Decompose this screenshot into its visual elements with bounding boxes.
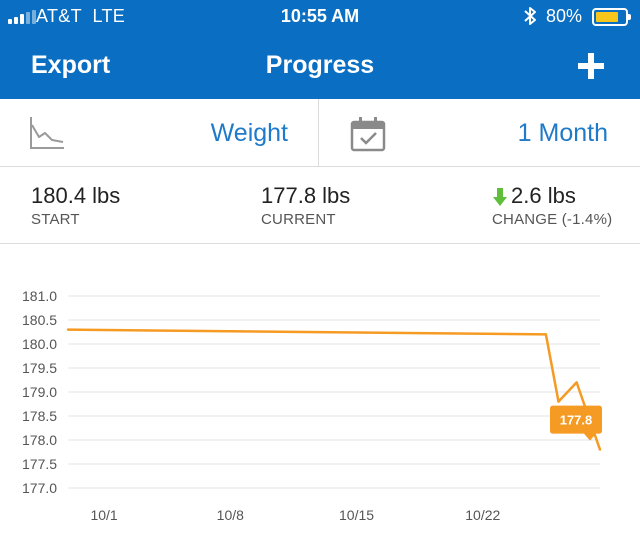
signal-strength-icon: [8, 10, 36, 24]
change-stat: 2.6 lbs CHANGE (-1.4%): [492, 183, 612, 228]
change-value: 2.6 lbs: [511, 183, 576, 208]
status-bar: AT&T LTE 10:55 AM 80%: [0, 0, 640, 34]
weight-series-line: [67, 328, 602, 451]
data-point: [598, 448, 602, 451]
range-label: 1 Month: [517, 119, 608, 147]
carrier-label: AT&T LTE: [36, 6, 125, 27]
stats-summary: 180.4 lbs START 177.8 lbs CURRENT 2.6 lb…: [0, 167, 640, 244]
current-label: CURRENT: [261, 211, 336, 228]
y-tick-label: 179.0: [22, 384, 57, 400]
x-tick-label: 10/15: [339, 507, 374, 523]
line-chart-icon: [30, 117, 64, 149]
app-header: AT&T LTE 10:55 AM 80% Export Progress: [0, 0, 640, 99]
metric-selector[interactable]: Weight: [0, 99, 318, 166]
weight-chart-svg: 181.0 180.5 180.0 179.5 179.0 178.5 178.0 177.5…: [22, 288, 602, 523]
value-callout-label: 177.8: [560, 413, 593, 428]
y-tick-label: 177.0: [22, 480, 57, 496]
data-point: [66, 328, 70, 331]
filter-bar: Weight 1 Month: [0, 99, 640, 167]
weight-chart: 181.0 180.5 180.0 179.5 179.0 178.5 178.0 177.5…: [0, 245, 640, 535]
change-row: 2.6 lbs: [492, 183, 612, 209]
down-arrow-icon: [493, 188, 507, 206]
status-time: 10:55 AM: [280, 6, 360, 26]
value-callout: [550, 405, 602, 441]
plus-icon[interactable]: [578, 53, 604, 79]
carrier-name: AT&T: [36, 6, 82, 26]
bluetooth-icon: [524, 7, 536, 25]
change-label: CHANGE (-1.4%): [492, 211, 613, 228]
battery-percent: 80%: [546, 6, 583, 26]
data-point: [575, 381, 578, 384]
y-tick-label: 180.0: [22, 336, 57, 352]
data-point: [557, 400, 560, 403]
y-tick-label: 178.5: [22, 408, 57, 424]
y-tick-label: 177.5: [22, 456, 57, 472]
start-stat: 180.4 lbs START: [31, 183, 120, 228]
y-tick-label: 181.0: [22, 288, 57, 304]
selector-divider: [318, 99, 319, 166]
x-tick-label: 10/8: [217, 507, 244, 523]
y-tick-label: 178.0: [22, 432, 57, 448]
network-type: LTE: [92, 6, 126, 26]
x-tick-label: 10/1: [90, 507, 117, 523]
y-tick-label: 180.5: [22, 312, 57, 328]
export-button[interactable]: Export: [31, 51, 111, 79]
metric-label: Weight: [210, 119, 288, 147]
start-label: START: [31, 211, 80, 228]
battery-level: [596, 12, 618, 22]
current-stat: 177.8 lbs CURRENT: [261, 183, 350, 228]
y-tick-label: 179.5: [22, 360, 57, 376]
battery-icon: [592, 8, 631, 26]
x-tick-label: 10/22: [465, 507, 500, 523]
page-title: Progress: [265, 51, 375, 79]
range-selector[interactable]: 1 Month: [319, 99, 640, 166]
current-value: 177.8 lbs: [261, 183, 351, 208]
calendar-check-icon: [350, 117, 386, 152]
data-point: [544, 333, 548, 336]
start-value: 180.4 lbs: [31, 183, 121, 208]
